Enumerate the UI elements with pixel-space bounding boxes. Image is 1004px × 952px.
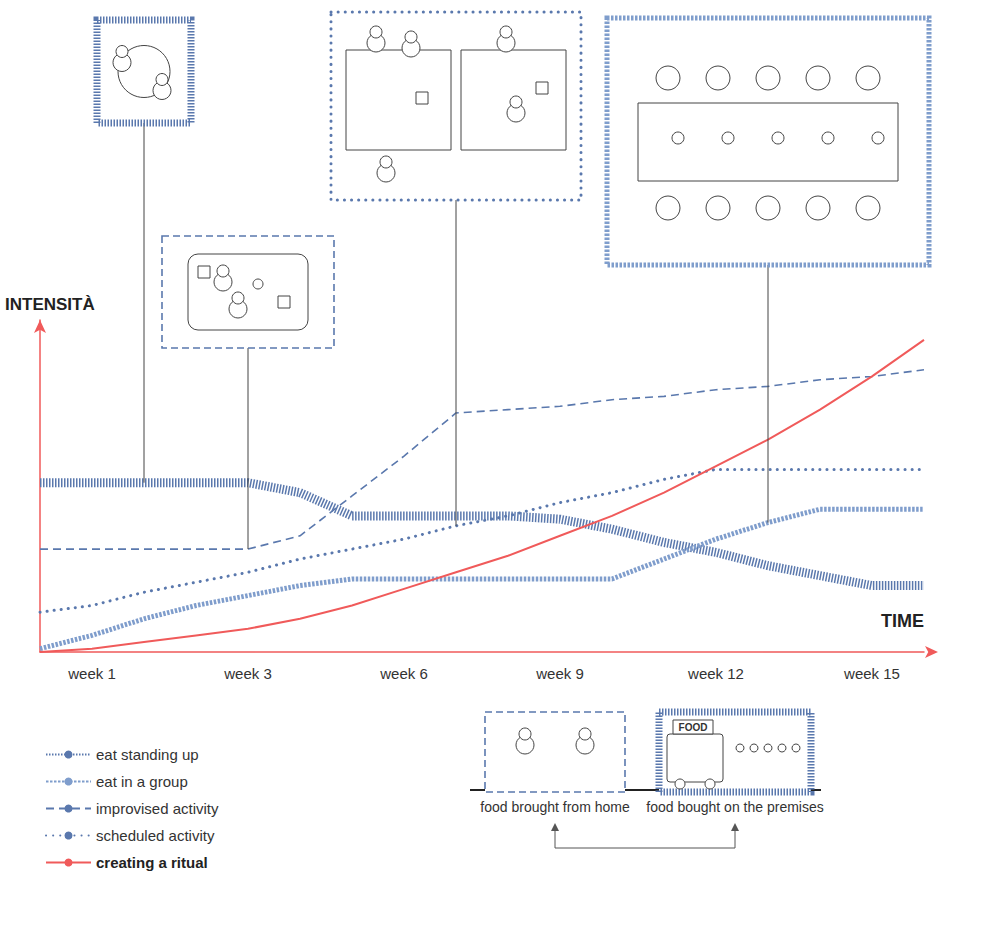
- svg-text:week 15: week 15: [843, 665, 900, 682]
- svg-text:eat standing up: eat standing up: [96, 746, 199, 763]
- svg-text:week 1: week 1: [67, 665, 116, 682]
- svg-text:week 6: week 6: [379, 665, 428, 682]
- svg-text:creating a ritual: creating a ritual: [96, 854, 208, 871]
- svg-text:week 9: week 9: [535, 665, 584, 682]
- svg-text:TIME: TIME: [881, 611, 924, 631]
- svg-text:INTENSITÀ: INTENSITÀ: [5, 295, 95, 314]
- svg-text:scheduled activity: scheduled activity: [96, 827, 215, 844]
- svg-text:FOOD: FOOD: [679, 722, 708, 733]
- svg-text:eat in a group: eat in a group: [96, 773, 188, 790]
- svg-text:food bought on the premises: food bought on the premises: [646, 799, 823, 815]
- svg-text:improvised activity: improvised activity: [96, 800, 219, 817]
- svg-text:week 3: week 3: [223, 665, 272, 682]
- svg-text:food brought from home: food brought from home: [480, 799, 630, 815]
- svg-text:week 12: week 12: [687, 665, 744, 682]
